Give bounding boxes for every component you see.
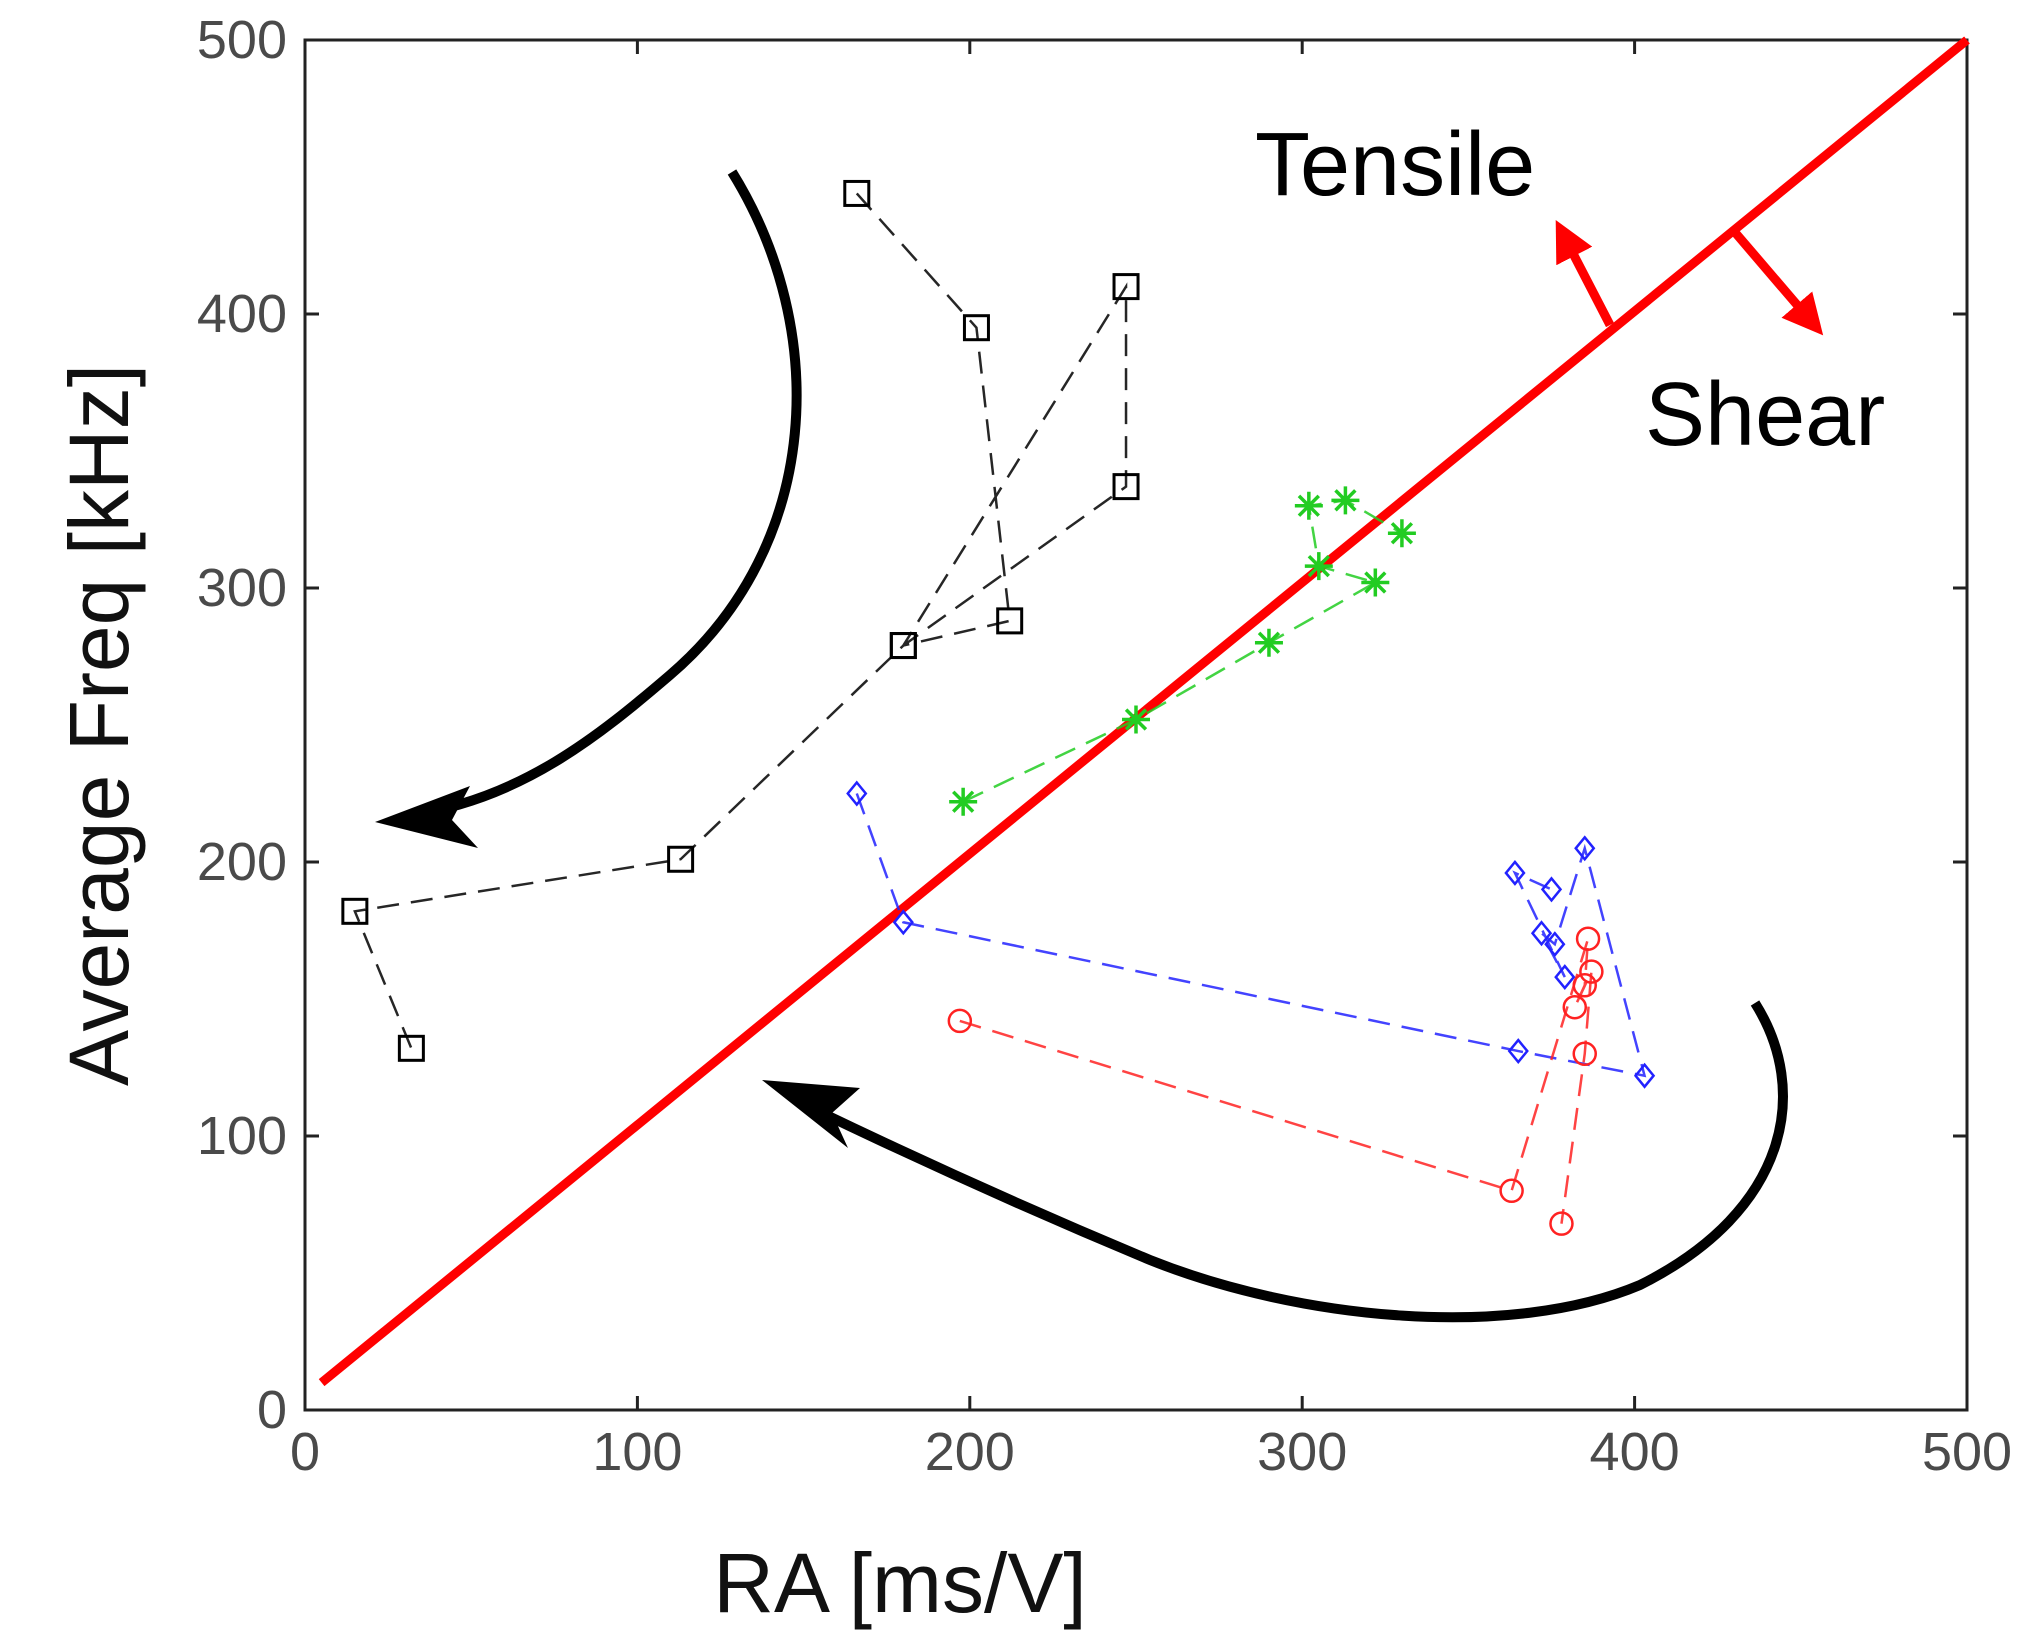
series-line <box>353 192 1128 1049</box>
data-point <box>1544 931 1566 958</box>
y-tick-label: 0 <box>257 1380 287 1440</box>
data-point <box>949 787 978 816</box>
data-point <box>1554 964 1576 991</box>
x-tick-label: 400 <box>1590 1422 1680 1482</box>
x-tick-label: 300 <box>1257 1422 1347 1482</box>
data-point <box>1504 859 1526 886</box>
data-point <box>843 179 871 207</box>
series-blue-diamonds <box>846 780 1656 1089</box>
data-point <box>1112 273 1140 301</box>
data-point <box>1387 519 1416 548</box>
tensile-label: Tensile <box>1255 115 1535 215</box>
x-tick-label: 100 <box>592 1422 682 1482</box>
x-tick-label: 500 <box>1922 1422 2012 1482</box>
data-point <box>1549 1211 1574 1236</box>
data-point <box>1122 705 1150 734</box>
data-point <box>889 632 917 660</box>
y-tick-label: 500 <box>197 10 287 70</box>
data-point <box>1304 552 1333 581</box>
data-point <box>1633 1062 1656 1089</box>
x-tick-label: 0 <box>290 1422 320 1482</box>
data-point <box>1572 1041 1597 1067</box>
series-red-circles <box>947 926 1604 1236</box>
series-black-squares <box>341 179 1140 1062</box>
data-point <box>947 1008 973 1034</box>
data-point <box>1530 920 1553 947</box>
data-point <box>1361 568 1390 597</box>
series-layer <box>341 179 1656 1236</box>
upper-trend-arrowhead <box>375 786 478 848</box>
data-point <box>1294 491 1323 520</box>
shear-label: Shear <box>1645 365 1885 465</box>
data-point <box>1112 473 1140 501</box>
data-point <box>1507 1038 1529 1065</box>
y-tick-label: 200 <box>197 832 287 892</box>
tensile-arrow <box>1555 220 1614 328</box>
data-point <box>341 897 369 925</box>
data-point <box>1579 959 1604 984</box>
data-point <box>1572 973 1597 998</box>
x-tick-label: 200 <box>925 1422 1015 1482</box>
data-point <box>996 607 1024 635</box>
tick-labels: 0 100 200 300 400 500 0 100 200 300 400 500 <box>197 10 2012 1482</box>
series-line <box>855 793 1647 1078</box>
data-point <box>1575 926 1601 951</box>
data-point <box>892 909 914 936</box>
lower-trend-arrowhead <box>762 1080 860 1148</box>
lower-trend-arrow <box>817 1000 1788 1323</box>
x-axis-title: RA [ms/V] <box>713 1536 1086 1630</box>
data-point <box>1540 876 1563 903</box>
data-point <box>1254 628 1283 657</box>
data-point <box>1562 994 1588 1020</box>
data-point <box>397 1034 425 1062</box>
data-point <box>1499 1178 1524 1204</box>
series-green-stars <box>949 486 1416 816</box>
y-tick-label: 100 <box>197 1106 287 1166</box>
data-point <box>1331 486 1360 515</box>
y-axis-title: Average Freq [kHz] <box>52 364 146 1086</box>
data-point <box>667 845 695 873</box>
data-point <box>846 780 868 807</box>
y-tick-label: 400 <box>197 284 287 344</box>
axis-ticks <box>303 38 1969 1412</box>
y-tick-label: 300 <box>197 558 287 618</box>
data-point <box>1574 835 1596 862</box>
data-point <box>962 314 990 342</box>
upper-trend-arrow <box>409 169 802 820</box>
shear-arrow <box>1729 227 1824 336</box>
